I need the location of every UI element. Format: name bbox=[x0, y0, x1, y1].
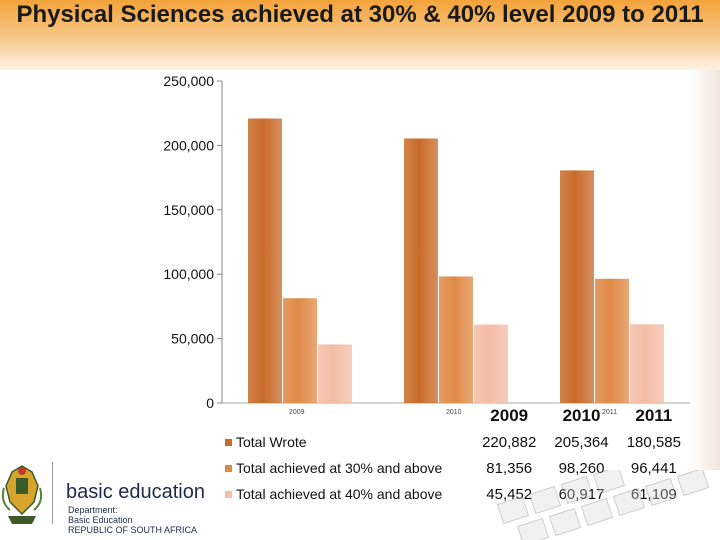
y-axis: 0 50,000 100,000 150,000 200,000 250,000 bbox=[163, 73, 690, 411]
column-header: 2009 bbox=[490, 406, 529, 425]
bars bbox=[248, 118, 664, 404]
bar-2011-s1 bbox=[595, 278, 629, 403]
bar-2009-s2 bbox=[318, 344, 352, 403]
data-label: 81,356 bbox=[486, 459, 533, 477]
keyboard-decoration bbox=[496, 470, 710, 540]
chart-title: Physical Sciences achieved at 30% & 40% … bbox=[16, 1, 704, 28]
logo-line: Basic Education bbox=[68, 515, 133, 525]
column-header: 2010 bbox=[562, 406, 601, 425]
legend-swatch bbox=[225, 439, 232, 447]
data-label: 96,441 bbox=[630, 459, 677, 477]
table-header-row: 2009 2010 2011 bbox=[222, 403, 690, 429]
data-label: 45,452 bbox=[486, 485, 533, 503]
bar-2009-s1 bbox=[283, 298, 317, 403]
logo-line: REPUBLIC OF SOUTH AFRICA bbox=[68, 525, 197, 535]
bar-2010-s0 bbox=[404, 138, 438, 404]
table-row: Total Wrote 220,882 205,364 180,585 bbox=[222, 429, 690, 455]
bar-2010-s1 bbox=[439, 276, 473, 403]
data-label: 180,585 bbox=[626, 433, 681, 451]
y-tick-label: 100,000 bbox=[163, 266, 214, 282]
y-tick-label: 250,000 bbox=[163, 73, 214, 89]
legend-swatch bbox=[225, 491, 232, 499]
series-label: Total achieved at 40% and above bbox=[236, 486, 443, 502]
column-header: 2011 bbox=[635, 406, 673, 425]
bar-2009-s0 bbox=[248, 118, 282, 404]
data-label: 98,260 bbox=[558, 459, 605, 477]
legend-swatch bbox=[225, 465, 232, 473]
y-tick-label: 50,000 bbox=[171, 331, 214, 347]
title-banner bbox=[0, 0, 720, 70]
data-label: 61,109 bbox=[618, 481, 690, 507]
table-row: Total achieved at 40% and above 45,452 6… bbox=[222, 481, 690, 507]
x-tick-label-2010: 2010 bbox=[446, 409, 462, 416]
series-label: Total Wrote bbox=[236, 434, 307, 450]
x-tick-label-2011: 2011 bbox=[602, 409, 618, 416]
data-table: 2009 2010 2011 Total Wrote 220,882 205,3… bbox=[222, 403, 690, 507]
logo-wordmark: basic education bbox=[66, 481, 205, 503]
coat-of-arms-icon bbox=[1, 465, 43, 524]
y-tick-label: 0 bbox=[206, 395, 214, 411]
data-label: 220,882 bbox=[482, 433, 537, 451]
y-tick-label: 150,000 bbox=[163, 202, 214, 218]
data-label: 205,364 bbox=[554, 433, 609, 451]
decorative-shade bbox=[690, 70, 720, 470]
bar-2010-s2 bbox=[474, 324, 508, 403]
data-label: 60,917 bbox=[545, 481, 617, 507]
department-logo: basic education Department: Basic Educat… bbox=[1, 462, 205, 535]
table-row: Total achieved at 30% and above 81,356 9… bbox=[222, 455, 690, 481]
logo-line: Department: bbox=[68, 505, 118, 515]
y-tick-label: 200,000 bbox=[163, 137, 214, 153]
logo-divider bbox=[52, 462, 53, 524]
series-label: Total achieved at 30% and above bbox=[236, 460, 443, 476]
x-tick-label-2009: 2009 bbox=[289, 409, 305, 416]
bar-2011-s0 bbox=[560, 170, 594, 403]
bar-2011-s2 bbox=[630, 324, 664, 403]
